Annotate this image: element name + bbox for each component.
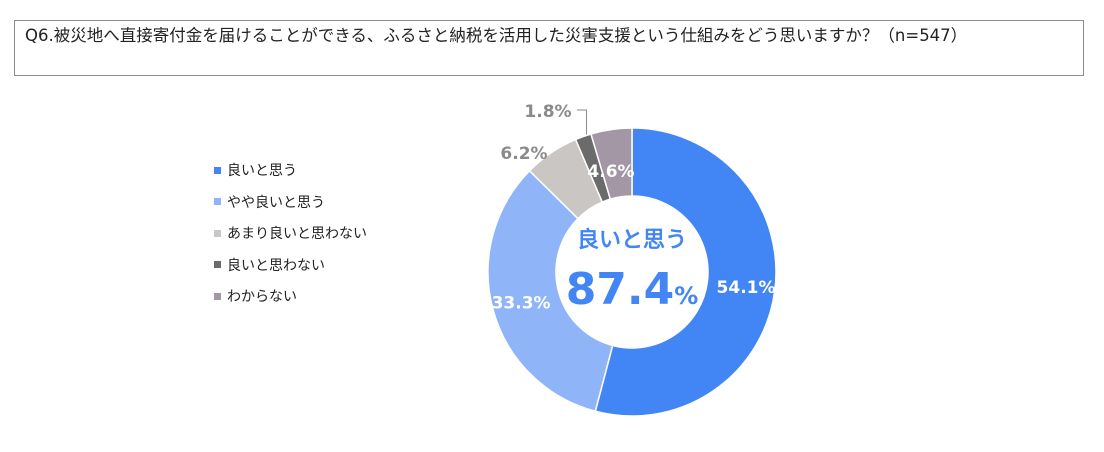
legend-swatch	[214, 292, 221, 300]
chart-legend: 良いと思う やや良いと思う あまり良いと思わない 良いと思わない わからない	[214, 160, 367, 318]
label-somewhat-good: 33.3%	[492, 293, 551, 313]
legend-swatch	[214, 166, 221, 174]
sample-size: （n=547）	[878, 26, 968, 45]
legend-item-not-good: 良いと思わない	[214, 255, 367, 275]
center-value: 87.4%	[566, 264, 699, 315]
label-dont-know: 4.6%	[587, 162, 634, 182]
question-text: Q6.被災地へ直接寄付金を届けることができる、ふるさと納税を活用した災害支援とい…	[25, 26, 879, 45]
slice-somewhat-good	[487, 169, 614, 413]
data-labels: 54.1% 33.3% 6.2% 1.8% 4.6%	[492, 102, 776, 313]
legend-swatch	[214, 198, 221, 205]
label-not-good: 1.8%	[524, 102, 571, 122]
label-good: 54.1%	[717, 278, 776, 298]
legend-swatch	[214, 229, 221, 237]
label-not-very-good: 6.2%	[500, 144, 547, 164]
legend-label: やや良いと思う	[227, 194, 325, 211]
legend-label: わからない	[227, 289, 297, 305]
legend-label: あまり良いと思わない	[227, 226, 367, 242]
slice-good	[594, 127, 777, 417]
legend-item-not-very-good: あまり良いと思わない	[214, 223, 367, 243]
leader-line	[577, 109, 588, 135]
slice-dont-know	[590, 127, 633, 201]
legend-label: 良いと思う	[227, 163, 297, 179]
legend-item-dont-know: わからない	[214, 286, 367, 306]
center-title: 良いと思う	[577, 227, 687, 253]
legend-item-good: 良いと思う	[214, 160, 367, 180]
question-box: Q6.被災地へ直接寄付金を届けることができる、ふるさと納税を活用した災害支援とい…	[14, 20, 1084, 76]
legend-item-somewhat-good: やや良いと思う	[214, 192, 367, 212]
donut-slices	[487, 127, 777, 417]
center-value-number: 87.4	[566, 264, 675, 315]
legend-label: 良いと思わない	[227, 257, 325, 274]
center-value-unit: %	[674, 282, 698, 310]
legend-swatch	[214, 261, 221, 268]
